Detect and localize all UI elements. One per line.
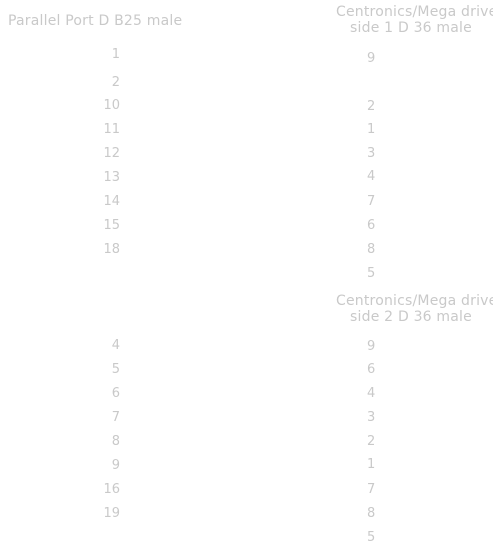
block2-right-pin: 5 xyxy=(367,530,376,545)
block1-right-pin: 1 xyxy=(367,122,376,137)
block1-right-pin: 6 xyxy=(367,218,376,233)
block1-left-pin: 10 xyxy=(103,98,120,113)
block2-left-pin: 5 xyxy=(111,362,120,377)
block2-left-pin: 6 xyxy=(111,386,120,401)
block2-left-pin: 8 xyxy=(111,434,120,449)
block2-right-pin: 8 xyxy=(367,506,376,521)
block1-right-pin: 7 xyxy=(367,194,376,209)
block1-right-pin: 5 xyxy=(367,266,376,281)
block2-right-pin: 6 xyxy=(367,362,376,377)
block2-left-pin: 9 xyxy=(111,458,120,473)
right-header-2-line-2: side 2 D 36 male xyxy=(350,309,472,325)
block2-right-pin: 3 xyxy=(367,410,376,425)
right-header-2-line-1: Centronics/Mega drive xyxy=(336,293,493,309)
block1-right-pin: 2 xyxy=(367,99,376,114)
block1-right-pin: 3 xyxy=(367,146,376,161)
block1-right-pin: 4 xyxy=(367,169,376,184)
block2-right-pin: 4 xyxy=(367,386,376,401)
right-header-1-line-2: side 1 D 36 male xyxy=(350,20,472,36)
block2-right-pin: 1 xyxy=(367,457,376,472)
block2-right-pin: 7 xyxy=(367,482,376,497)
block1-left-pin: 15 xyxy=(103,218,120,233)
right-column-header-2: Centronics/Mega drive side 2 D 36 male xyxy=(336,293,493,325)
block1-left-pin: 1 xyxy=(111,47,120,62)
block2-right-pin: 9 xyxy=(367,339,376,354)
block2-left-pin: 4 xyxy=(111,338,120,353)
left-column-header: Parallel Port D B25 male xyxy=(8,13,183,29)
block2-left-pin: 16 xyxy=(103,482,120,497)
block1-left-pin: 14 xyxy=(103,194,120,209)
block2-left-pin: 19 xyxy=(103,506,120,521)
block1-left-pin: 2 xyxy=(111,75,120,90)
block1-left-pin: 13 xyxy=(103,170,120,185)
block2-left-pin: 7 xyxy=(111,410,120,425)
block1-left-pin: 11 xyxy=(103,122,120,137)
block2-right-pin: 2 xyxy=(367,434,376,449)
block1-left-pin: 12 xyxy=(103,146,120,161)
block1-right-pin: 9 xyxy=(367,51,376,66)
block1-left-pin: 18 xyxy=(103,242,120,257)
block1-right-pin: 8 xyxy=(367,242,376,257)
right-column-header-1: Centronics/Mega drive side 1 D 36 male xyxy=(336,4,493,36)
right-header-1-line-1: Centronics/Mega drive xyxy=(336,4,493,20)
